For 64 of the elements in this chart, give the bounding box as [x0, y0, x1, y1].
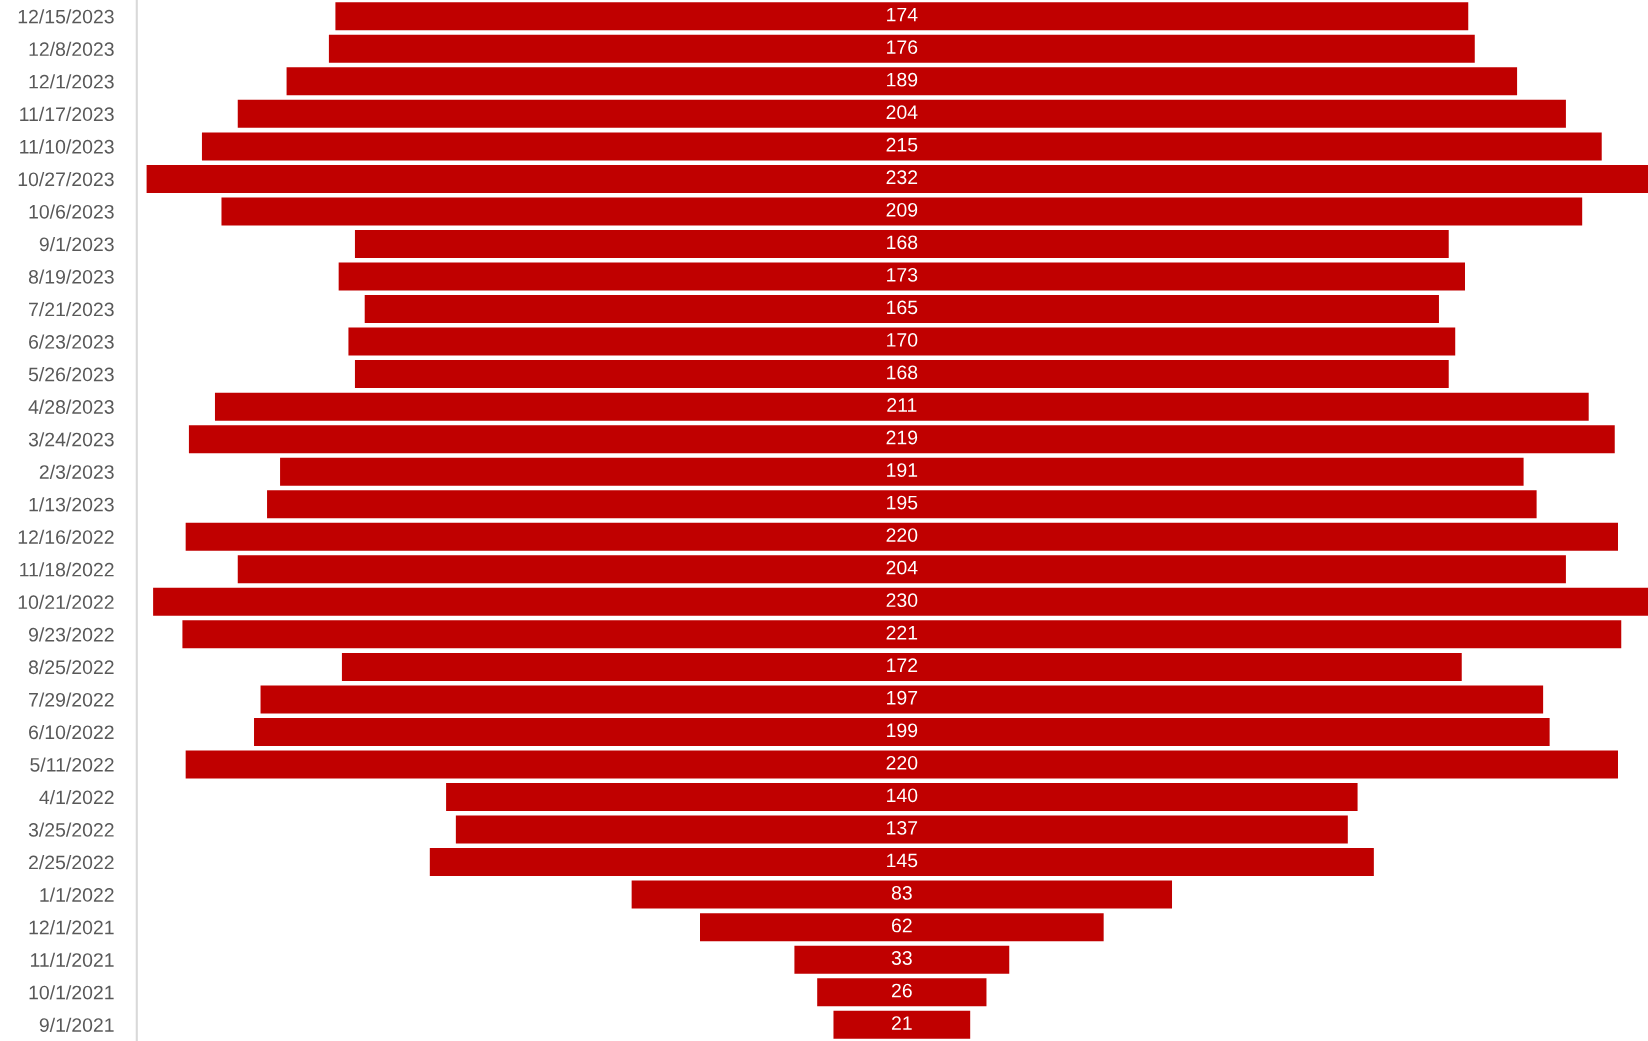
category-label: 9/23/2022 [28, 627, 114, 642]
category-label: 9/1/2023 [39, 236, 114, 252]
category-label: 11/1/2021 [30, 952, 114, 967]
category-label: 6/23/2023 [29, 334, 114, 349]
category-label: 11/18/2022 [20, 562, 114, 577]
data-label: 62 [892, 918, 912, 933]
data-label: 197 [887, 690, 918, 705]
data-label: 220 [886, 755, 918, 770]
category-label: 11/10/2023 [20, 139, 114, 154]
data-label: 232 [886, 170, 918, 185]
data-label: 209 [886, 202, 918, 217]
category-label: 5/11/2022 [30, 757, 114, 772]
data-label: 170 [887, 333, 918, 347]
category-label: 12/8/2023 [29, 41, 114, 57]
category-label: 5/26/2023 [28, 367, 114, 382]
category-label: 10/1/2021 [29, 985, 114, 1000]
category-label: 10/21/2022 [18, 594, 114, 610]
data-label: 173 [887, 267, 918, 282]
category-label: 8/25/2022 [28, 659, 114, 675]
category-label: 3/24/2023 [28, 432, 114, 447]
category-label: 2/25/2022 [29, 855, 114, 870]
data-label: 221 [886, 625, 918, 640]
data-label: 191 [887, 463, 918, 477]
category-label: 10/6/2023 [29, 204, 114, 219]
data-label: 26 [892, 983, 912, 998]
data-label: 176 [887, 40, 918, 55]
data-label: 168 [887, 365, 918, 380]
category-label: 12/16/2022 [18, 529, 114, 544]
category-label: 1/13/2023 [29, 497, 114, 512]
category-label: 2/3/2023 [39, 464, 114, 479]
category-label: 3/25/2022 [28, 822, 114, 837]
data-label: 211 [887, 398, 917, 412]
data-label: 219 [886, 430, 918, 445]
category-label: 4/1/2022 [39, 789, 114, 805]
category-label: 12/1/2021 [29, 920, 114, 935]
data-label: 172 [887, 658, 918, 672]
category-label: 10/27/2023 [18, 171, 114, 187]
category-label: 11/17/2023 [20, 106, 114, 122]
category-label: 6/10/2022 [29, 724, 114, 740]
category-label: 7/29/2022 [29, 692, 114, 707]
data-label: 140 [887, 788, 918, 803]
data-label: 204 [886, 105, 918, 120]
data-label: 215 [886, 137, 918, 152]
category-label: 12/1/2023 [29, 74, 114, 89]
data-label: 21 [892, 1016, 912, 1030]
data-label: 195 [887, 495, 918, 510]
data-label: 83 [891, 886, 912, 900]
data-label: 204 [886, 560, 918, 575]
data-label: 230 [886, 593, 918, 608]
data-label: 220 [886, 528, 918, 542]
category-label: 1/1/2022 [40, 887, 114, 902]
category-label: 12/15/2023 [18, 9, 114, 24]
data-label: 137 [887, 821, 918, 835]
data-label: 145 [887, 853, 918, 868]
category-label: 7/21/2023 [29, 302, 114, 317]
data-label: 189 [887, 72, 918, 87]
data-label: 33 [891, 951, 912, 965]
data-label: 174 [887, 7, 918, 22]
category-label: 4/28/2023 [28, 399, 114, 414]
category-label: 8/19/2023 [28, 269, 114, 284]
category-label: 9/1/2021 [39, 1017, 114, 1032]
data-label: 199 [887, 723, 918, 738]
data-label: 165 [887, 300, 918, 315]
data-label: 168 [887, 235, 918, 250]
